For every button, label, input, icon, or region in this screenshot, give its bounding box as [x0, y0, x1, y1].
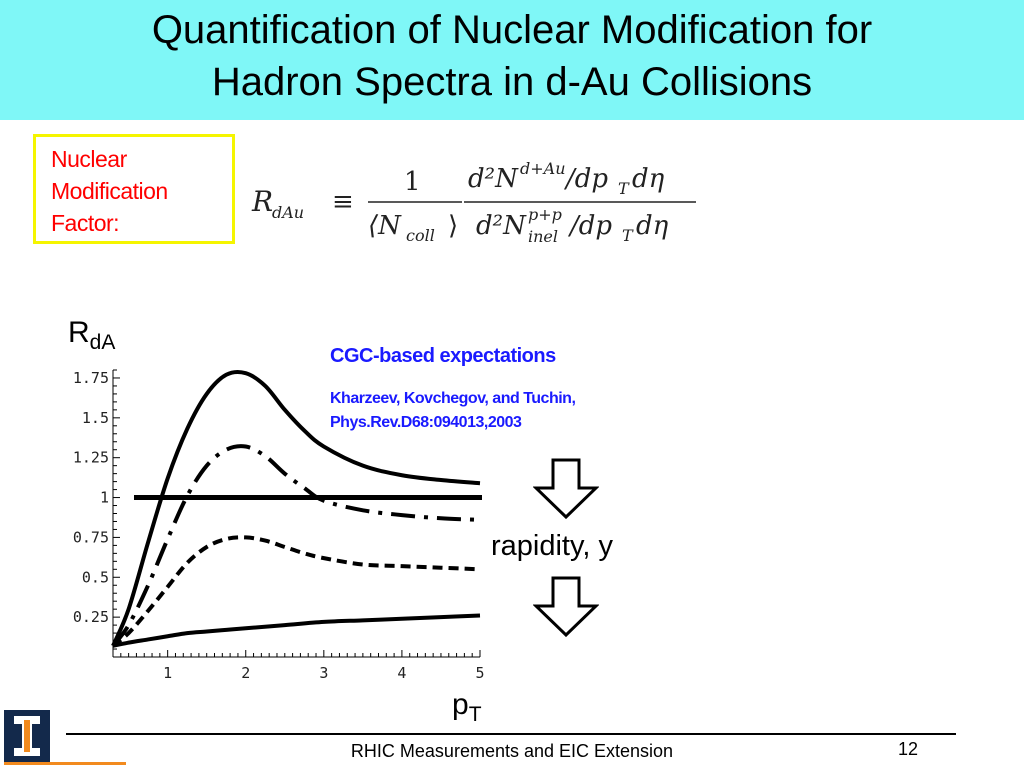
rdau-formula: R dAu ≡ 1 ⟨N coll ⟩ d²N d+Au /dp T dη d²… [251, 159, 696, 246]
page-number: 12 [898, 739, 919, 759]
formula-frac1-den-close: ⟩ [448, 211, 458, 241]
formula-frac1-num: 1 [404, 167, 421, 197]
slide-title-line-2: Hadron Spectra in d-Au Collisions [211, 60, 813, 104]
x-axis-label-sub: T [468, 703, 482, 726]
formula-num-end: dη [632, 164, 665, 194]
formula-den-end: dη [636, 211, 669, 241]
cgc-reference-line-2: Phys.Rev.D68:094013,2003 [330, 414, 522, 431]
formula-equiv: ≡ [332, 187, 354, 217]
nmf-label-line-2: Modification [51, 178, 168, 204]
x-tick-label: 2 [241, 664, 250, 682]
y-tick-label: 1.25 [73, 449, 109, 467]
title-band [0, 0, 1024, 120]
y-axis-label-main: R [68, 316, 90, 349]
y-axis-label: RdA [68, 316, 115, 355]
cgc-reference: Kharzeev, Kovchegov, and Tuchin, Phys.Re… [330, 387, 576, 435]
nmf-label: Nuclear Modification Factor: [51, 143, 168, 239]
cgc-reference-line-1: Kharzeev, Kovchegov, and Tuchin, [330, 390, 576, 407]
formula-frac1-den-sub: coll [406, 226, 435, 245]
y-axis-label-sub: dA [89, 331, 116, 354]
formula-den-tail-sub: T [622, 226, 634, 245]
formula-num-sup: d+Au [520, 159, 566, 178]
series-line-2-dash-dot [111, 444, 481, 648]
y-tick-label: 0.5 [82, 568, 109, 586]
formula-num-d2n: d²N [468, 164, 519, 194]
y-tick-label: 1 [100, 489, 109, 507]
x-axis-label: pT [452, 688, 482, 727]
formula-num-tail: /dp [563, 164, 608, 194]
y-tick-label: 0.75 [73, 528, 109, 546]
rapidity-label: rapidity, y [491, 530, 613, 562]
footer-text: RHIC Measurements and EIC Extension [350, 741, 674, 761]
formula-num-tail-sub: T [618, 179, 630, 198]
series-line-4-solid [112, 613, 481, 648]
formula-frac1-den: ⟨N [368, 211, 402, 241]
series-line-1-solid [111, 369, 481, 647]
x-tick-label: 1 [163, 664, 172, 682]
x-axis-label-main: p [452, 688, 469, 721]
formula-den-tail: /dp [567, 211, 612, 241]
nmf-label-line-3: Factor: [51, 210, 120, 236]
series-line-3-dashed [111, 535, 481, 648]
nuclear-modification-factor-box: Nuclear Modification Factor: [33, 134, 235, 244]
footer-rule [66, 733, 956, 735]
y-tick-label: 1.5 [82, 409, 109, 427]
formula-den-sub: inel [528, 227, 558, 246]
cgc-expectations-title: CGC-based expectations [330, 345, 556, 367]
y-tick-label: 1.75 [73, 369, 109, 387]
x-tick-label: 4 [397, 664, 406, 682]
x-tick-label: 5 [475, 664, 484, 682]
down-arrow-icon [533, 576, 599, 638]
slide-title-line-1: Quantification of Nuclear Modification f… [151, 8, 873, 52]
formula-lhs: R [251, 185, 273, 218]
down-arrow-icon [533, 458, 599, 520]
formula-den-d2n: d²N [476, 211, 527, 241]
logo-orange-rule [4, 762, 126, 765]
x-tick-label: 3 [319, 664, 328, 682]
formula-den-sup: p+p [528, 205, 562, 224]
y-tick-label: 0.25 [73, 608, 109, 626]
formula-lhs-sub: dAu [272, 203, 304, 222]
nmf-label-line-1: Nuclear [51, 146, 127, 172]
university-logo [4, 710, 50, 762]
slide-title: Quantification of Nuclear Modification f… [0, 4, 1024, 108]
